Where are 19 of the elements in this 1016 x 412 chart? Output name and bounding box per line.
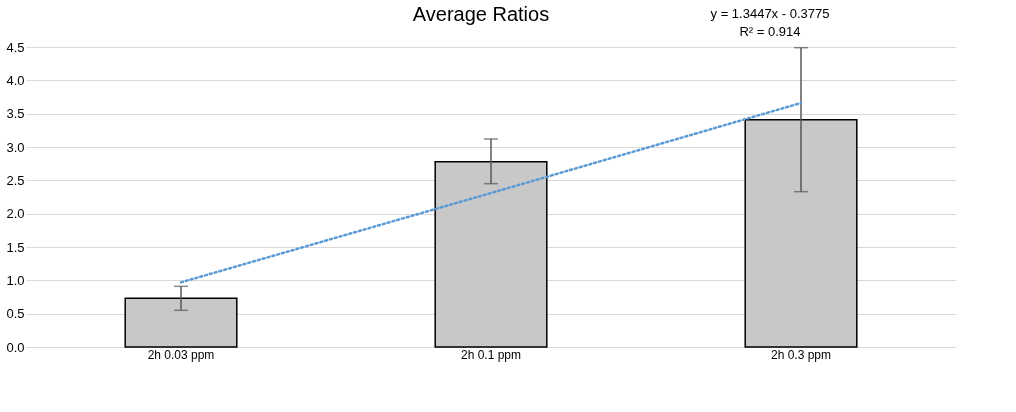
y-tick-label: 3.0 — [6, 139, 25, 155]
y-tick-label: 1.5 — [6, 239, 25, 255]
bar — [124, 297, 238, 348]
y-tick-label: 4.5 — [6, 39, 25, 55]
text: R² = 0.914 — [739, 24, 801, 39]
x-tick-label: 2h 0.03 ppm — [147, 347, 215, 362]
y-tick-label: 2.0 — [6, 206, 25, 222]
y-tick-label: 4.0 — [6, 72, 25, 88]
x-tick-label: 2h 0.1 ppm — [460, 347, 522, 362]
x-tick-label: 2h 0.3 ppm — [770, 347, 832, 362]
text: y = 1.3447x - 0.3775 — [710, 6, 830, 21]
bar — [744, 118, 858, 348]
bar — [434, 160, 548, 348]
chart-title: Average Ratios — [412, 3, 550, 25]
y-tick-label: 2.5 — [6, 172, 25, 188]
y-tick-label: 0.0 — [6, 339, 25, 355]
y-tick-label: 0.5 — [6, 306, 25, 322]
y-tick-label: 3.5 — [6, 106, 25, 122]
y-tick-label: 1.0 — [6, 272, 25, 288]
